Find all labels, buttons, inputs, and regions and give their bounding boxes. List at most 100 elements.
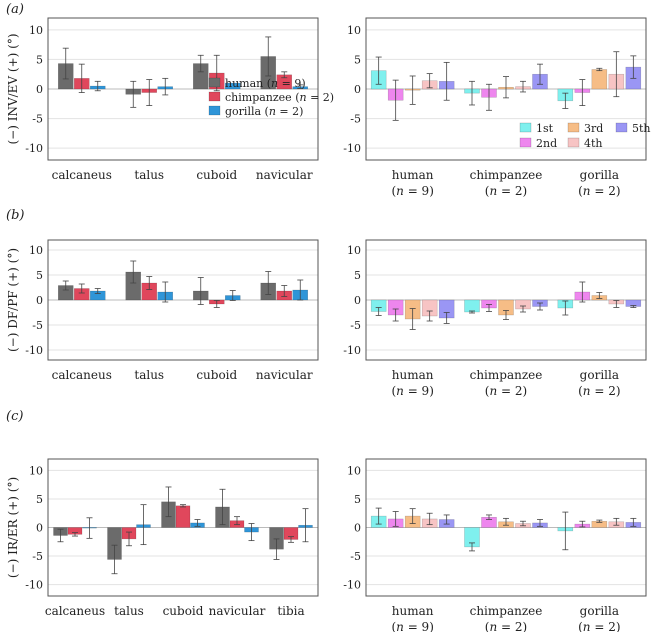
x-tick-label: gorilla (580, 168, 619, 182)
x-tick-label: gorilla (580, 368, 619, 382)
chart-a-left: -10 -5 0 5 10 (−) INV/EV (+) (°) calcaneus talu… (6, 17, 334, 182)
x-tick-label: navicular (209, 604, 266, 618)
chart-b-right: -10 -5 0 5 10 human (n = 9) chimpanzee (n = 2) go… (343, 239, 647, 398)
x-tick-label: human (392, 604, 434, 618)
bar (464, 299, 480, 313)
x-tick-sublabel: (n = 2) (578, 620, 620, 632)
x-tick-label: calcaneus (52, 368, 112, 382)
chart-b-left: -10 -5 0 5 10 (−) DF/PF (+) (°) calcaneus talus… (6, 239, 319, 382)
y-tick-label: 10 (347, 24, 361, 37)
y-tick-label: -5 (350, 319, 361, 332)
chart-c-left: -10 -5 0 5 10 (−) IR/ER (+) (°) calcaneus talus… (6, 458, 319, 618)
x-tick-sublabel: (n = 2) (578, 184, 620, 198)
x-tick-label: cuboid (196, 368, 237, 382)
x-tick-label: gorilla (580, 604, 619, 618)
panel-label-b: (b) (6, 208, 24, 223)
x-tick-sublabel: (n = 2) (485, 620, 527, 632)
legend-swatch (519, 122, 532, 133)
chart-c-right: -10 -5 0 5 10 human (n = 9) chimpanzee (n = 2) go… (343, 458, 647, 632)
legend-swatch (208, 105, 221, 116)
y-tick-label: 0 (36, 294, 43, 307)
plot-frame (365, 17, 647, 161)
x-tick-label: human (392, 368, 434, 382)
legend-swatch (208, 91, 221, 102)
x-tick-label: talus (134, 168, 164, 182)
legend-label: 5th (632, 122, 651, 135)
y-tick-label: 5 (354, 53, 361, 66)
y-tick-label: 0 (36, 522, 43, 535)
plot-frame (365, 458, 647, 597)
x-tick-sublabel: (n = 2) (485, 184, 527, 198)
y-tick-label: 10 (347, 464, 361, 477)
y-axis-label: (−) IR/ER (+) (°) (6, 477, 20, 578)
panel-label-c: (c) (6, 409, 23, 424)
y-tick-label: -5 (32, 550, 43, 563)
legend-label: 2nd (536, 137, 557, 150)
x-tick-label: navicular (256, 368, 313, 382)
x-tick-label: tibia (277, 604, 304, 618)
y-tick-label: 5 (36, 269, 43, 282)
legend-swatch (208, 77, 221, 88)
y-tick-label: 5 (354, 493, 361, 506)
x-tick-label: cuboid (163, 604, 204, 618)
y-tick-label: 10 (29, 24, 43, 37)
plots: -10 -5 0 5 10 (−) INV/EV (+) (°) calcaneus talu… (6, 17, 651, 632)
x-tick-sublabel: (n = 2) (485, 384, 527, 398)
bar (225, 82, 241, 90)
x-tick-label: chimpanzee (470, 168, 543, 182)
y-tick-label: -10 (343, 142, 361, 155)
legend-swatch (519, 137, 532, 148)
legend-label: 1st (536, 122, 554, 135)
legend-swatch (567, 137, 580, 148)
x-tick-label: calcaneus (52, 168, 112, 182)
x-tick-label: navicular (256, 168, 313, 182)
bar (175, 505, 191, 528)
x-tick-label: talus (134, 368, 164, 382)
y-tick-label: -10 (343, 579, 361, 592)
y-tick-label: 0 (354, 294, 361, 307)
legend-label: human (n = 9) (225, 77, 306, 90)
x-tick-label: talus (114, 604, 144, 618)
y-tick-label: 10 (29, 244, 43, 257)
legend-label: 4th (584, 137, 603, 150)
x-tick-sublabel: (n = 9) (391, 620, 433, 632)
bar (591, 69, 608, 90)
legend-label: chimpanzee (n = 2) (225, 91, 334, 104)
panel-label-a: (a) (6, 2, 24, 17)
legend-swatch (567, 122, 580, 133)
legend-label: gorilla (n = 2) (225, 105, 303, 118)
y-axis-label: (−) DF/PF (+) (°) (6, 248, 20, 352)
y-tick-label: 10 (29, 464, 43, 477)
y-tick-label: -10 (25, 579, 43, 592)
legend-swatch (615, 122, 628, 133)
y-tick-label: -5 (350, 550, 361, 563)
y-tick-label: -5 (32, 113, 43, 126)
y-tick-label: 5 (354, 269, 361, 282)
y-tick-label: 0 (36, 83, 43, 96)
x-tick-label: chimpanzee (470, 368, 543, 382)
x-tick-label: calcaneus (45, 604, 105, 618)
y-tick-label: -10 (25, 142, 43, 155)
x-tick-label: chimpanzee (470, 604, 543, 618)
x-tick-label: cuboid (196, 168, 237, 182)
y-tick-label: 10 (347, 244, 361, 257)
legend-label: 3rd (584, 122, 603, 135)
y-tick-label: 0 (354, 522, 361, 535)
y-tick-label: 5 (36, 53, 43, 66)
plot-frame (47, 17, 319, 161)
y-tick-label: -10 (343, 344, 361, 357)
plot-frame (47, 458, 319, 597)
chart-a-right: -10 -5 0 5 10 human (n = 9) chimpanzee (n = 2) go… (343, 17, 651, 198)
x-tick-label: human (392, 168, 434, 182)
x-tick-sublabel: (n = 9) (391, 384, 433, 398)
y-tick-label: 5 (36, 493, 43, 506)
plot-frame (47, 239, 319, 361)
y-tick-label: -5 (32, 319, 43, 332)
y-tick-label: 0 (354, 83, 361, 96)
y-tick-label: -5 (350, 113, 361, 126)
x-tick-sublabel: (n = 2) (578, 384, 620, 398)
x-tick-sublabel: (n = 9) (391, 184, 433, 198)
y-axis-label: (−) INV/EV (+) (°) (6, 33, 20, 144)
y-tick-label: -10 (25, 344, 43, 357)
